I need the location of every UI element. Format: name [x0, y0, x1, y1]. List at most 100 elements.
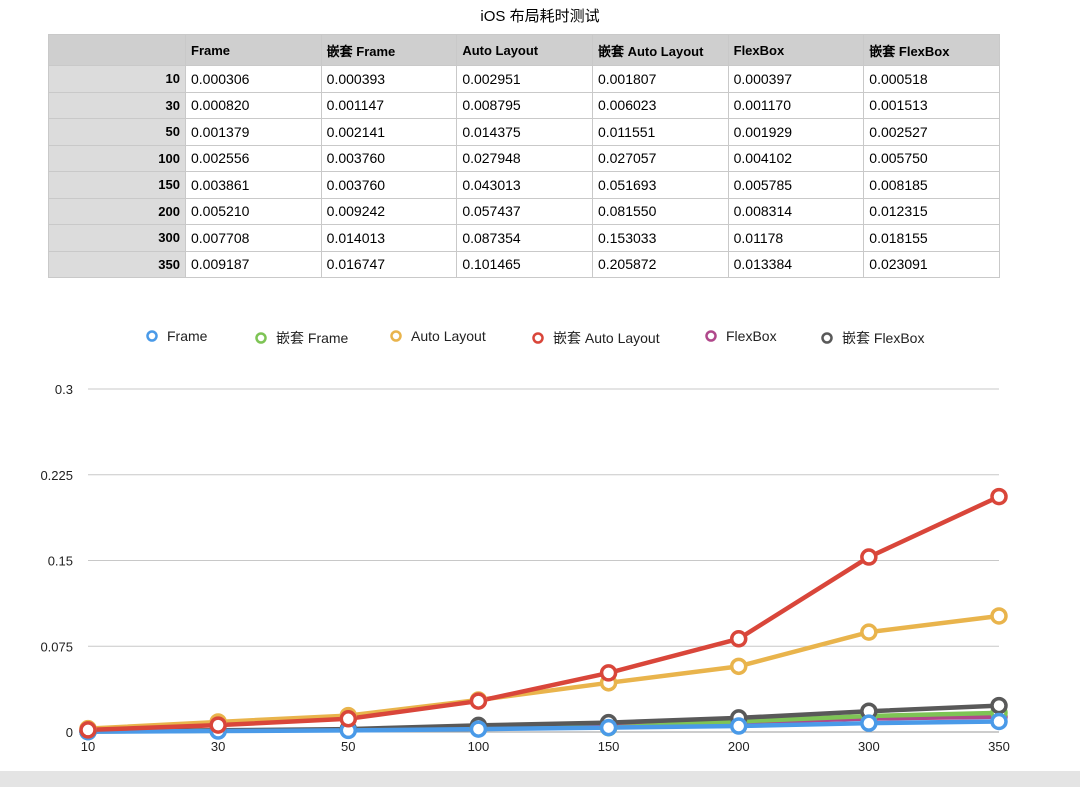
bottom-bar	[0, 771, 1080, 787]
x-tick-label: 50	[341, 739, 355, 754]
legend-item: Auto Layout	[389, 328, 486, 344]
table-cell: 0.205872	[591, 250, 729, 278]
table-header-cell: FlexBox	[727, 34, 865, 66]
series-line	[85, 494, 1002, 733]
table-cell: 0.051693	[591, 171, 729, 199]
table-header-row: Frame 嵌套 Frame Auto Layout 嵌套 Auto Layou…	[48, 34, 1000, 66]
table-row: 300 0.007708 0.014013 0.087354 0.153033 0.011…	[48, 224, 1000, 252]
data-point	[860, 714, 878, 732]
legend-label: Frame	[167, 328, 208, 344]
table-header-cell: 嵌套 Frame	[320, 34, 458, 66]
table-cell: 0.005210	[185, 197, 322, 225]
table-cell: 0.009242	[320, 197, 458, 225]
x-tick-label: 300	[858, 739, 880, 754]
data-point	[860, 548, 878, 566]
chart-legend: Frame 嵌套 Frame Auto Layout 嵌套 Auto Layout Fl…	[0, 328, 1080, 352]
y-tick-label: 0.225	[40, 468, 73, 483]
legend-marker-icon	[390, 330, 402, 342]
series-line	[85, 613, 1002, 731]
legend-label: 嵌套 Auto Layout	[553, 330, 660, 346]
legend-marker-icon	[255, 332, 267, 344]
data-point	[729, 717, 748, 735]
table-cell: 0.000306	[185, 65, 322, 93]
table-cell: 0.01178	[727, 224, 865, 252]
row-header-cell: 350	[48, 250, 186, 278]
data-point	[729, 630, 748, 648]
table-row: 30 0.000820 0.001147 0.008795 0.006023 0.0011…	[48, 91, 1000, 119]
series-line	[85, 719, 1002, 734]
x-tick-label: 30	[211, 739, 225, 754]
table-cell: 0.027057	[591, 144, 729, 172]
y-tick-label: 0.3	[55, 382, 73, 397]
table-row: 100 0.002556 0.003760 0.027948 0.027057 0.004…	[48, 144, 1000, 172]
table-cell: 0.004102	[727, 144, 865, 172]
legend-item: 嵌套 Frame	[254, 328, 348, 348]
table-cell: 0.016747	[320, 250, 458, 278]
legend-label: 嵌套 FlexBox	[842, 330, 925, 346]
x-tick-label: 150	[598, 739, 620, 754]
data-point	[79, 721, 97, 739]
legend-marker-icon	[705, 330, 717, 342]
row-header-cell: 200	[48, 197, 186, 225]
data-point	[599, 664, 618, 682]
table-row: 350 0.009187 0.016747 0.101465 0.205872 0.013…	[48, 250, 1000, 278]
data-point	[729, 657, 748, 676]
table-cell: 0.013384	[727, 250, 865, 278]
table-cell: 0.001379	[185, 118, 322, 146]
legend-label: Auto Layout	[411, 328, 486, 344]
table-cell: 0.014013	[320, 224, 458, 252]
table-header-cell: Auto Layout	[456, 34, 593, 66]
table-cell: 0.087354	[456, 224, 593, 252]
table-cell: 0.002527	[863, 118, 1000, 146]
row-header-cell: 50	[48, 118, 186, 146]
table-cell: 0.007708	[185, 224, 322, 252]
legend-marker-icon	[532, 332, 544, 344]
data-point	[339, 710, 358, 728]
data-point	[469, 692, 488, 710]
data-point	[990, 712, 1008, 731]
chart-title: iOS 布局耗时测试	[480, 8, 600, 25]
table-cell: 0.023091	[863, 250, 1000, 278]
table-cell: 0.018155	[863, 224, 1000, 252]
table-cell: 0.000820	[185, 91, 322, 119]
table-cell: 0.006023	[591, 91, 729, 119]
row-header-cell: 150	[48, 171, 186, 199]
table-cell: 0.011551	[591, 118, 729, 146]
table-cell: 0.002556	[185, 144, 322, 172]
table-row: 200 0.005210 0.009242 0.057437 0.081550 0.008…	[48, 197, 1000, 225]
data-point	[990, 607, 1008, 625]
x-tick-label: 10	[81, 739, 95, 754]
data-point	[990, 487, 1008, 506]
data-table: Frame 嵌套 Frame Auto Layout 嵌套 Auto Layou…	[48, 34, 1000, 278]
table-cell: 0.001807	[591, 65, 729, 93]
table-cell: 0.002951	[456, 65, 593, 93]
row-header-cell: 100	[48, 144, 186, 172]
table-header-cell: 嵌套 FlexBox	[863, 34, 1000, 66]
y-tick-label: 0.15	[48, 554, 73, 569]
table-cell: 0.153033	[591, 224, 729, 252]
table-cell: 0.027948	[456, 144, 593, 172]
table-row: 150 0.003861 0.003760 0.043013 0.051693 0.005…	[48, 171, 1000, 199]
table-cell: 0.005785	[727, 171, 865, 199]
table-cell: 0.057437	[456, 197, 593, 225]
data-point	[209, 716, 227, 734]
table-cell: 0.003861	[185, 171, 322, 199]
legend-label: 嵌套 Frame	[276, 330, 349, 346]
legend-item: 嵌套 FlexBox	[820, 328, 924, 348]
table-cell: 0.101465	[456, 250, 593, 278]
legend-item: Frame	[145, 328, 207, 344]
data-point	[990, 696, 1008, 715]
x-tick-label: 100	[468, 739, 490, 754]
table-cell: 0.000397	[727, 65, 865, 93]
row-header-cell: 10	[48, 65, 186, 93]
x-tick-label: 200	[728, 739, 750, 754]
table-cell: 0.081550	[591, 197, 729, 225]
table-cell: 0.002141	[320, 118, 458, 146]
legend-marker-icon	[146, 330, 158, 342]
table-cell: 0.003760	[320, 171, 458, 199]
legend-item: 嵌套 Auto Layout	[531, 328, 660, 348]
table-cell: 0.008795	[456, 91, 593, 119]
legend-item: FlexBox	[704, 328, 777, 344]
data-point	[469, 720, 488, 738]
